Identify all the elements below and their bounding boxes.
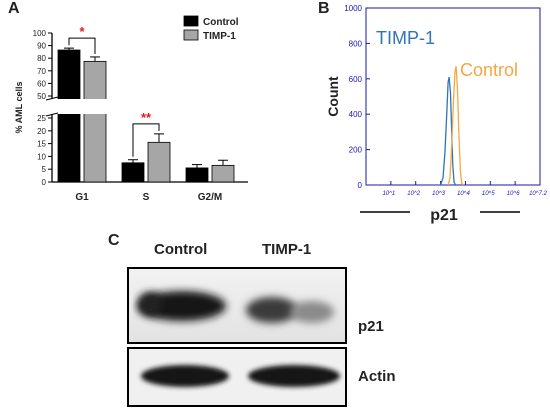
- bar-s-timp1: [147, 141, 171, 183]
- cell-cycle-bar-chart: 0 5 10 15 20 25 50 60 70 80 90 100 % AML cells G1 S G2/…: [14, 15, 248, 203]
- band-p21-control-tail: [138, 292, 162, 316]
- axis-break-gap: [46, 99, 248, 114]
- x-axis-label: p21: [430, 207, 458, 224]
- legend-swatch: [183, 29, 199, 41]
- y-tick-label: 60: [37, 79, 46, 88]
- significance-bracket: [132, 123, 160, 157]
- bar-s-control: [121, 162, 145, 183]
- y-axis-label: % AML cells: [14, 81, 24, 133]
- series-label-timp1: TIMP-1: [376, 28, 435, 48]
- y-tick-label: 400: [349, 110, 363, 119]
- x-tick-label: G2/M: [198, 192, 222, 203]
- bar-g1-timp1: [83, 60, 107, 183]
- x-tick-label: 10^2: [407, 191, 420, 197]
- band-p21-timp1-b: [290, 301, 334, 323]
- x-tick-label: 10^7.2: [529, 191, 547, 197]
- y-tick-label: 100: [33, 29, 47, 38]
- x-tick-label: 10^3: [432, 191, 445, 197]
- blot-column-label-timp1: TIMP-1: [262, 241, 312, 258]
- histogram-control: [447, 66, 464, 186]
- y-tick-label: 50: [37, 92, 46, 101]
- band-actin-timp1: [248, 365, 340, 387]
- y-tick-label: 5: [42, 165, 47, 174]
- x-tick-label: S: [143, 192, 150, 203]
- significance-marker: *: [79, 24, 85, 39]
- y-tick-label: 1000: [344, 4, 362, 13]
- band-p21-timp1-a: [246, 297, 298, 323]
- bar-g1-control: [57, 49, 81, 183]
- blot-column-label-control: Control: [154, 241, 208, 258]
- blot-image: [127, 267, 347, 407]
- panel-letter-b: B: [318, 0, 330, 17]
- x-tick-label: G1: [75, 192, 89, 203]
- x-tick-label: 10^1: [382, 191, 395, 197]
- y-tick-label: 80: [37, 54, 46, 63]
- series-label-control: Control: [460, 60, 518, 80]
- y-tick-label: 15: [37, 140, 46, 149]
- histogram-timp1: [439, 76, 457, 186]
- legend-label: TIMP-1: [203, 31, 236, 42]
- legend-label: Control: [203, 17, 239, 28]
- panel-letter-c: C: [108, 232, 120, 249]
- x-tick-label: 10^6: [507, 191, 520, 197]
- y-tick-label: 20: [37, 127, 46, 136]
- y-tick-label: 70: [37, 67, 46, 76]
- y-tick-label: 600: [349, 75, 363, 84]
- y-tick-label: 10: [37, 152, 46, 161]
- blot-row-label-actin: Actin: [358, 368, 396, 385]
- x-tick-label: 10^4: [457, 191, 470, 197]
- y-axis-label: Count: [325, 76, 341, 117]
- significance-marker: **: [141, 110, 152, 125]
- axis-break-mark: [45, 96, 59, 101]
- bar-g2m-control: [185, 167, 209, 183]
- bar-g2m-timp1: [211, 164, 235, 183]
- panel-letter-a: A: [8, 0, 20, 17]
- axis-break-mark: [45, 112, 59, 117]
- plot-frame: [365, 7, 541, 186]
- y-tick-label: 800: [349, 39, 363, 48]
- y-tick-label: 25: [37, 114, 46, 123]
- p21-flow-histogram: 0 200 400 600 800 1000 10^1 10^2 10^3 10^4 10^5 10^…: [325, 4, 548, 224]
- x-tick-label: 10^5: [482, 191, 495, 197]
- y-tick-label: 0: [42, 178, 47, 187]
- western-blot: Control TIMP-1 p21 Actin: [0, 228, 550, 412]
- y-tick-label: 0: [358, 181, 363, 190]
- band-actin-control: [141, 365, 229, 387]
- y-tick-label: 200: [349, 146, 363, 155]
- y-tick-label: 90: [37, 42, 46, 51]
- blot-row-label-p21: p21: [358, 318, 384, 335]
- legend-swatch: [183, 15, 199, 27]
- significance-bracket: [68, 37, 96, 54]
